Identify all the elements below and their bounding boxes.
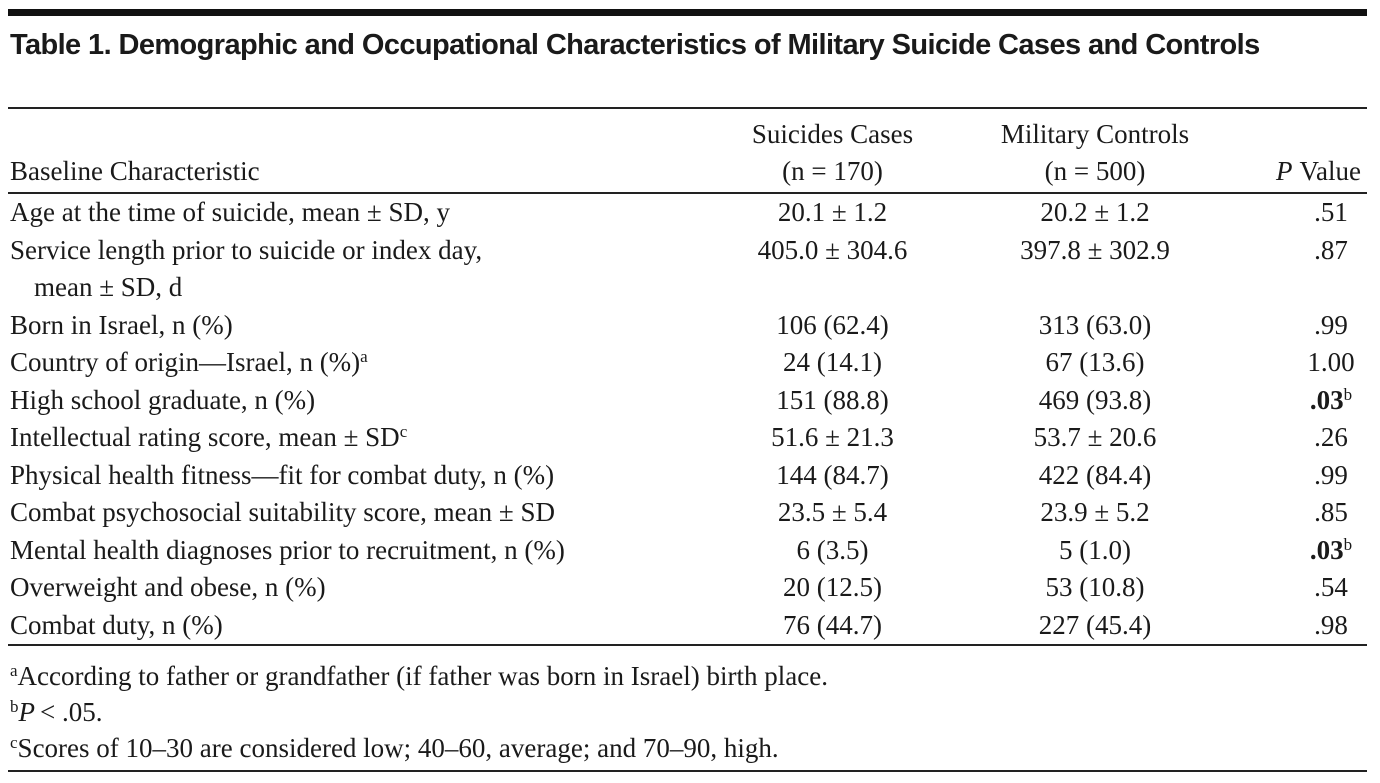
footnote-marker: b: [1343, 534, 1353, 554]
footnote-text: Scores of 10–30 are considered low; 40–6…: [17, 733, 779, 763]
italic-text: P: [1276, 156, 1293, 186]
cell: .03b: [1235, 532, 1367, 570]
cell: 23.5 ± 5.4: [777, 497, 888, 527]
footnote-text: < .05.: [40, 697, 103, 727]
cell-text: Value: [1299, 156, 1361, 186]
footnote-marker: a: [10, 661, 18, 680]
cell-line: Suicides Cases: [751, 119, 914, 149]
row-label: Combat psychosocial suitability score, m…: [10, 497, 555, 527]
row-label: High school graduate, n (%): [10, 384, 316, 415]
cell: 106 (62.4): [776, 309, 889, 340]
footnotes: aAccording to father or grandfather (if …: [10, 658, 828, 766]
cell: .51: [1314, 197, 1348, 227]
table-row: Country of origin—Israel, n (%)a 24 (14.1…: [8, 344, 1367, 382]
table-row: Combat psychosocial suitability score, m…: [8, 494, 1367, 532]
footnote-marker: a: [360, 347, 368, 366]
table-row: Combat duty, n (%) 76 (44.7) 227 (45.4) .98: [8, 607, 1367, 646]
table-row: High school graduate, n (%) 151 (88.8) 469…: [8, 382, 1367, 420]
cell: .99: [1314, 459, 1348, 490]
cell-line: mean ± SD, d: [34, 272, 183, 302]
cell: 151 (88.8): [776, 384, 889, 415]
cell: 6 (3.5): [796, 534, 869, 565]
cell: 76 (44.7): [783, 609, 882, 640]
table-body: Age at the time of suicide, mean ± SD, y…: [8, 193, 1367, 645]
row-label: Physical health fitness—fit for combat d…: [10, 459, 555, 490]
bottom-rule: [8, 770, 1367, 772]
italic-text: P: [18, 697, 36, 727]
cell: 53 (10.8): [1045, 572, 1145, 602]
row-label: Combat duty, n (%): [10, 609, 223, 640]
cell: 5 (1.0): [1059, 534, 1131, 565]
top-rule: [8, 9, 1367, 16]
cell-text: Country of origin—Israel, n (%): [10, 347, 361, 377]
header-cell: Military Controls (n = 500): [955, 108, 1235, 193]
cell-line: Service length prior to suicide or index…: [10, 234, 483, 265]
table-row: Service length prior to suicide or index…: [8, 232, 1367, 307]
cell: 313 (63.0): [1038, 309, 1152, 340]
table-row: Physical health fitness—fit for combat d…: [8, 457, 1367, 495]
cell: 20 (12.5): [783, 572, 882, 602]
footnote-marker: c: [10, 733, 18, 752]
table-header: Baseline Characteristic Suicides Cases (n …: [8, 108, 1367, 193]
cell: 405.0 ± 304.6: [757, 234, 908, 265]
table-row: Overweight and obese, n (%) 20 (12.5) 53 (…: [8, 569, 1367, 607]
table-row: Intellectual rating score, mean ± SDc 51.…: [8, 419, 1367, 457]
row-label: Service length prior to suicide or index…: [8, 232, 710, 307]
table-row: Mental health diagnoses prior to recruit…: [8, 532, 1367, 570]
footnote-text: According to father or grandfather (if f…: [17, 661, 828, 691]
cell: 20.2 ± 1.2: [1040, 197, 1150, 227]
cell: 144 (84.7): [776, 459, 889, 490]
row-label: Age at the time of suicide, mean ± SD, y: [10, 197, 450, 227]
cell: .03b: [1235, 382, 1367, 420]
cell-text: .03: [1309, 384, 1344, 415]
cell: 67 (13.6): [1045, 347, 1145, 377]
cell: 51.6 ± 21.3: [771, 422, 894, 452]
cell: .85: [1314, 497, 1348, 527]
data-table: Baseline Characteristic Suicides Cases (n …: [8, 107, 1367, 646]
header-cell: Baseline Characteristic: [10, 156, 260, 186]
cell: .98: [1314, 609, 1348, 640]
row-label: Country of origin—Israel, n (%)a: [8, 344, 710, 382]
table-row: Born in Israel, n (%) 106 (62.4) 313 (63.0…: [8, 307, 1367, 345]
cell-line: Military Controls: [1000, 119, 1190, 149]
footnote-marker: b: [10, 697, 19, 716]
footnote-marker: c: [399, 422, 408, 441]
table-row: Age at the time of suicide, mean ± SD, y…: [8, 193, 1367, 232]
footnote-marker: b: [1343, 384, 1353, 404]
row-label: Born in Israel, n (%): [10, 309, 233, 340]
footnote: bP < .05.: [10, 694, 828, 730]
cell: 20.1 ± 1.2: [777, 197, 888, 227]
cell-line: (n = 500): [1044, 156, 1146, 186]
header-row: Baseline Characteristic Suicides Cases (n …: [8, 108, 1367, 193]
cell-text: .03: [1309, 534, 1344, 565]
table-title: Table 1. Demographic and Occupational Ch…: [10, 29, 1260, 61]
row-label: Mental health diagnoses prior to recruit…: [10, 534, 565, 565]
cell: 23.9 ± 5.2: [1040, 497, 1150, 527]
header-cell: Suicides Cases (n = 170): [710, 108, 955, 193]
cell: 1.00: [1307, 347, 1355, 377]
footnote: cScores of 10–30 are considered low; 40–…: [10, 730, 828, 766]
cell: 422 (84.4): [1038, 459, 1152, 490]
row-label: Intellectual rating score, mean ± SDc: [8, 419, 710, 457]
row-label: Overweight and obese, n (%): [10, 572, 326, 602]
cell: .54: [1314, 572, 1348, 602]
cell-line: (n = 170): [782, 156, 883, 186]
header-cell: P Value: [1235, 108, 1367, 193]
footnote: aAccording to father or grandfather (if …: [10, 658, 828, 694]
cell: .99: [1314, 309, 1348, 340]
cell: 469 (93.8): [1038, 384, 1152, 415]
cell: 53.7 ± 20.6: [1033, 422, 1157, 452]
cell: .87: [1314, 234, 1348, 265]
cell: 24 (14.1): [783, 347, 882, 377]
cell: .26: [1314, 422, 1348, 452]
cell-text: Intellectual rating score, mean ± SD: [10, 422, 400, 452]
cell: 397.8 ± 302.9: [1020, 234, 1170, 265]
cell: 227 (45.4): [1038, 609, 1152, 640]
